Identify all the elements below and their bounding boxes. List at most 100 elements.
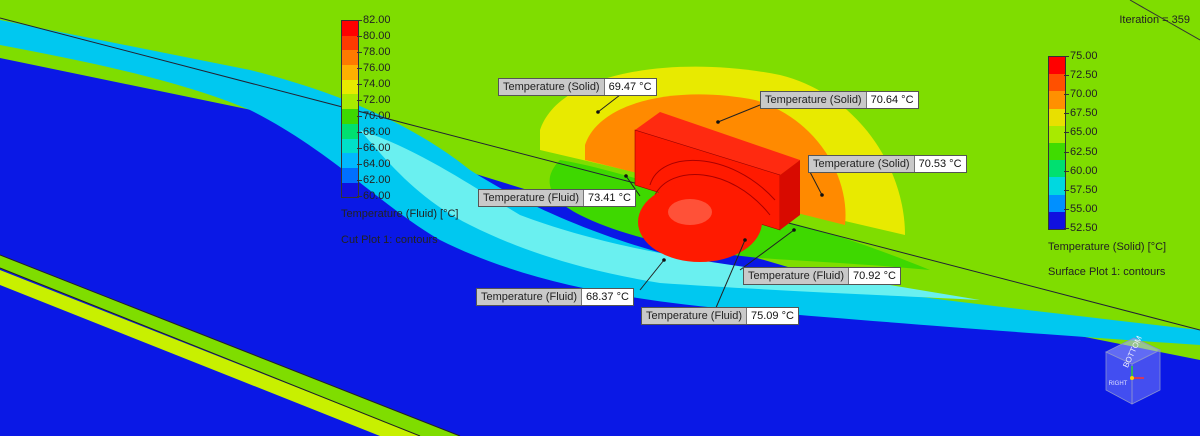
probe-label: Temperature (Solid) [809,156,915,172]
legend-tick-mark [357,116,362,118]
legend-tick-mark [1064,132,1069,134]
legend-color-band [342,138,358,154]
legend-tick-label: 76.00 [363,62,391,75]
legend-tick-mark [357,196,362,198]
probe-solid-2[interactable]: Temperature (Solid) 70.64 °C [760,91,919,109]
probe-value: 73.41 °C [583,190,635,206]
probe-solid-3[interactable]: Temperature (Solid) 70.53 °C [808,155,967,173]
legend-tick-mark [357,132,362,134]
legend-color-band [1049,142,1065,161]
legend-color-band [1049,91,1065,109]
legend-tick-label: 55.00 [1070,202,1098,215]
legend-tick-label: 78.00 [363,46,391,59]
upper-edge [1129,0,1200,41]
legend-color-band [342,182,358,198]
legend-color-band [1049,177,1065,195]
legend-tick-label: 70.00 [363,110,391,123]
legend-tick-mark [1064,56,1069,57]
fluid-color-bar [341,20,359,199]
legend-tick-label: 62.00 [363,174,391,187]
legend-tick-label: 60.00 [1070,164,1098,177]
legend-color-band [1049,211,1065,229]
iteration-counter: Iteration = 359 [1119,14,1190,26]
cube-face-right: RIGHT [1109,381,1128,387]
legend-tick-label: 68.00 [363,126,391,139]
legend-tick-label: 72.50 [1070,69,1098,82]
legend-color-band [1049,194,1065,212]
legend-tick-label: 57.50 [1070,183,1098,196]
probe-label: Temperature (Solid) [761,92,867,108]
fillet-arc-2 [654,174,771,216]
legend-color-band [342,123,358,139]
legend-tick-label: 52.50 [1070,222,1098,234]
legend-tick-mark [1064,75,1069,77]
legend-tick-mark [357,164,362,166]
solid-color-bar [1048,56,1066,230]
probe-label: Temperature (Fluid) [477,289,582,305]
legend-tick-mark [357,68,362,70]
legend-tick-label: 70.00 [1070,88,1098,101]
legend-tick-mark [357,148,362,150]
legend-tick-label: 82.00 [363,14,391,26]
heat-sink-side [780,160,800,230]
view-orientation-cube[interactable]: BOTTOM RIGHT [1096,330,1166,410]
probe-value: 68.37 °C [581,289,633,305]
legend-tick-mark [1064,113,1069,115]
fluid-gradient-band [0,20,1200,345]
legend-tick-mark [1064,189,1069,191]
probe-label: Temperature (Solid) [499,79,605,95]
legend-tick-mark [357,36,362,38]
probe-fluid-2[interactable]: Temperature (Fluid) 70.92 °C [743,267,901,285]
legend-color-band [1049,108,1065,126]
legend-color-band [342,65,358,80]
probe-value: 70.92 °C [848,268,900,284]
probe-solid-1[interactable]: Temperature (Solid) 69.47 °C [498,78,657,96]
probe-value: 75.09 °C [746,308,798,324]
fluid-legend-title: Temperature (Fluid) [°C] [341,208,459,220]
solid-legend-subtitle: Surface Plot 1: contours [1048,266,1166,278]
probe-fluid-4[interactable]: Temperature (Fluid) 75.09 °C [641,307,799,325]
legend-tick-mark [357,20,362,21]
legend-tick-mark [357,180,362,182]
legend-tick-mark [357,84,362,86]
legend-tick-label: 80.00 [363,30,391,43]
fluid-light-band [360,130,980,300]
legend-color-band [1049,74,1065,92]
legend-tick-label: 72.00 [363,94,391,107]
legend-tick-label: 64.00 [363,158,391,171]
legend-tick-label: 66.00 [363,142,391,155]
legend-color-band [342,109,358,124]
legend-color-band [342,94,358,110]
probe-value: 69.47 °C [604,79,656,95]
probe-fluid-3[interactable]: Temperature (Fluid) 68.37 °C [476,288,634,306]
probe-label: Temperature (Fluid) [642,308,747,324]
legend-tick-label: 67.50 [1070,107,1098,120]
fillet-arc [649,159,776,201]
legend-tick-mark [1064,208,1069,210]
solid-legend-title: Temperature (Solid) [°C] [1048,241,1167,253]
legend-tick-label: 74.00 [363,78,391,91]
wall-edge [0,17,1200,331]
legend-tick-mark [1064,94,1069,96]
legend-color-band [342,167,358,183]
legend-tick-mark [1064,228,1069,229]
fluid-legend-subtitle: Cut Plot 1: contours [341,234,438,246]
legend-color-band [342,79,358,95]
legend-tick-mark [357,100,362,102]
legend-color-band [342,21,358,36]
legend-tick-label: 75.00 [1070,50,1098,62]
legend-tick-label: 62.50 [1070,145,1098,158]
legend-tick-label: 65.00 [1070,126,1098,139]
probe-fluid-1[interactable]: Temperature (Fluid) 73.41 °C [478,189,636,207]
probe-value: 70.53 °C [914,156,966,172]
legend-color-band [1049,57,1065,75]
legend-color-band [1049,125,1065,143]
legend-color-band [342,50,358,66]
probe-label: Temperature (Fluid) [744,268,849,284]
legend-color-band [342,153,358,168]
heat-sink-top [635,112,800,175]
legend-tick-mark [357,52,362,54]
probe-value: 70.64 °C [866,92,918,108]
legend-tick-mark [1064,170,1069,172]
